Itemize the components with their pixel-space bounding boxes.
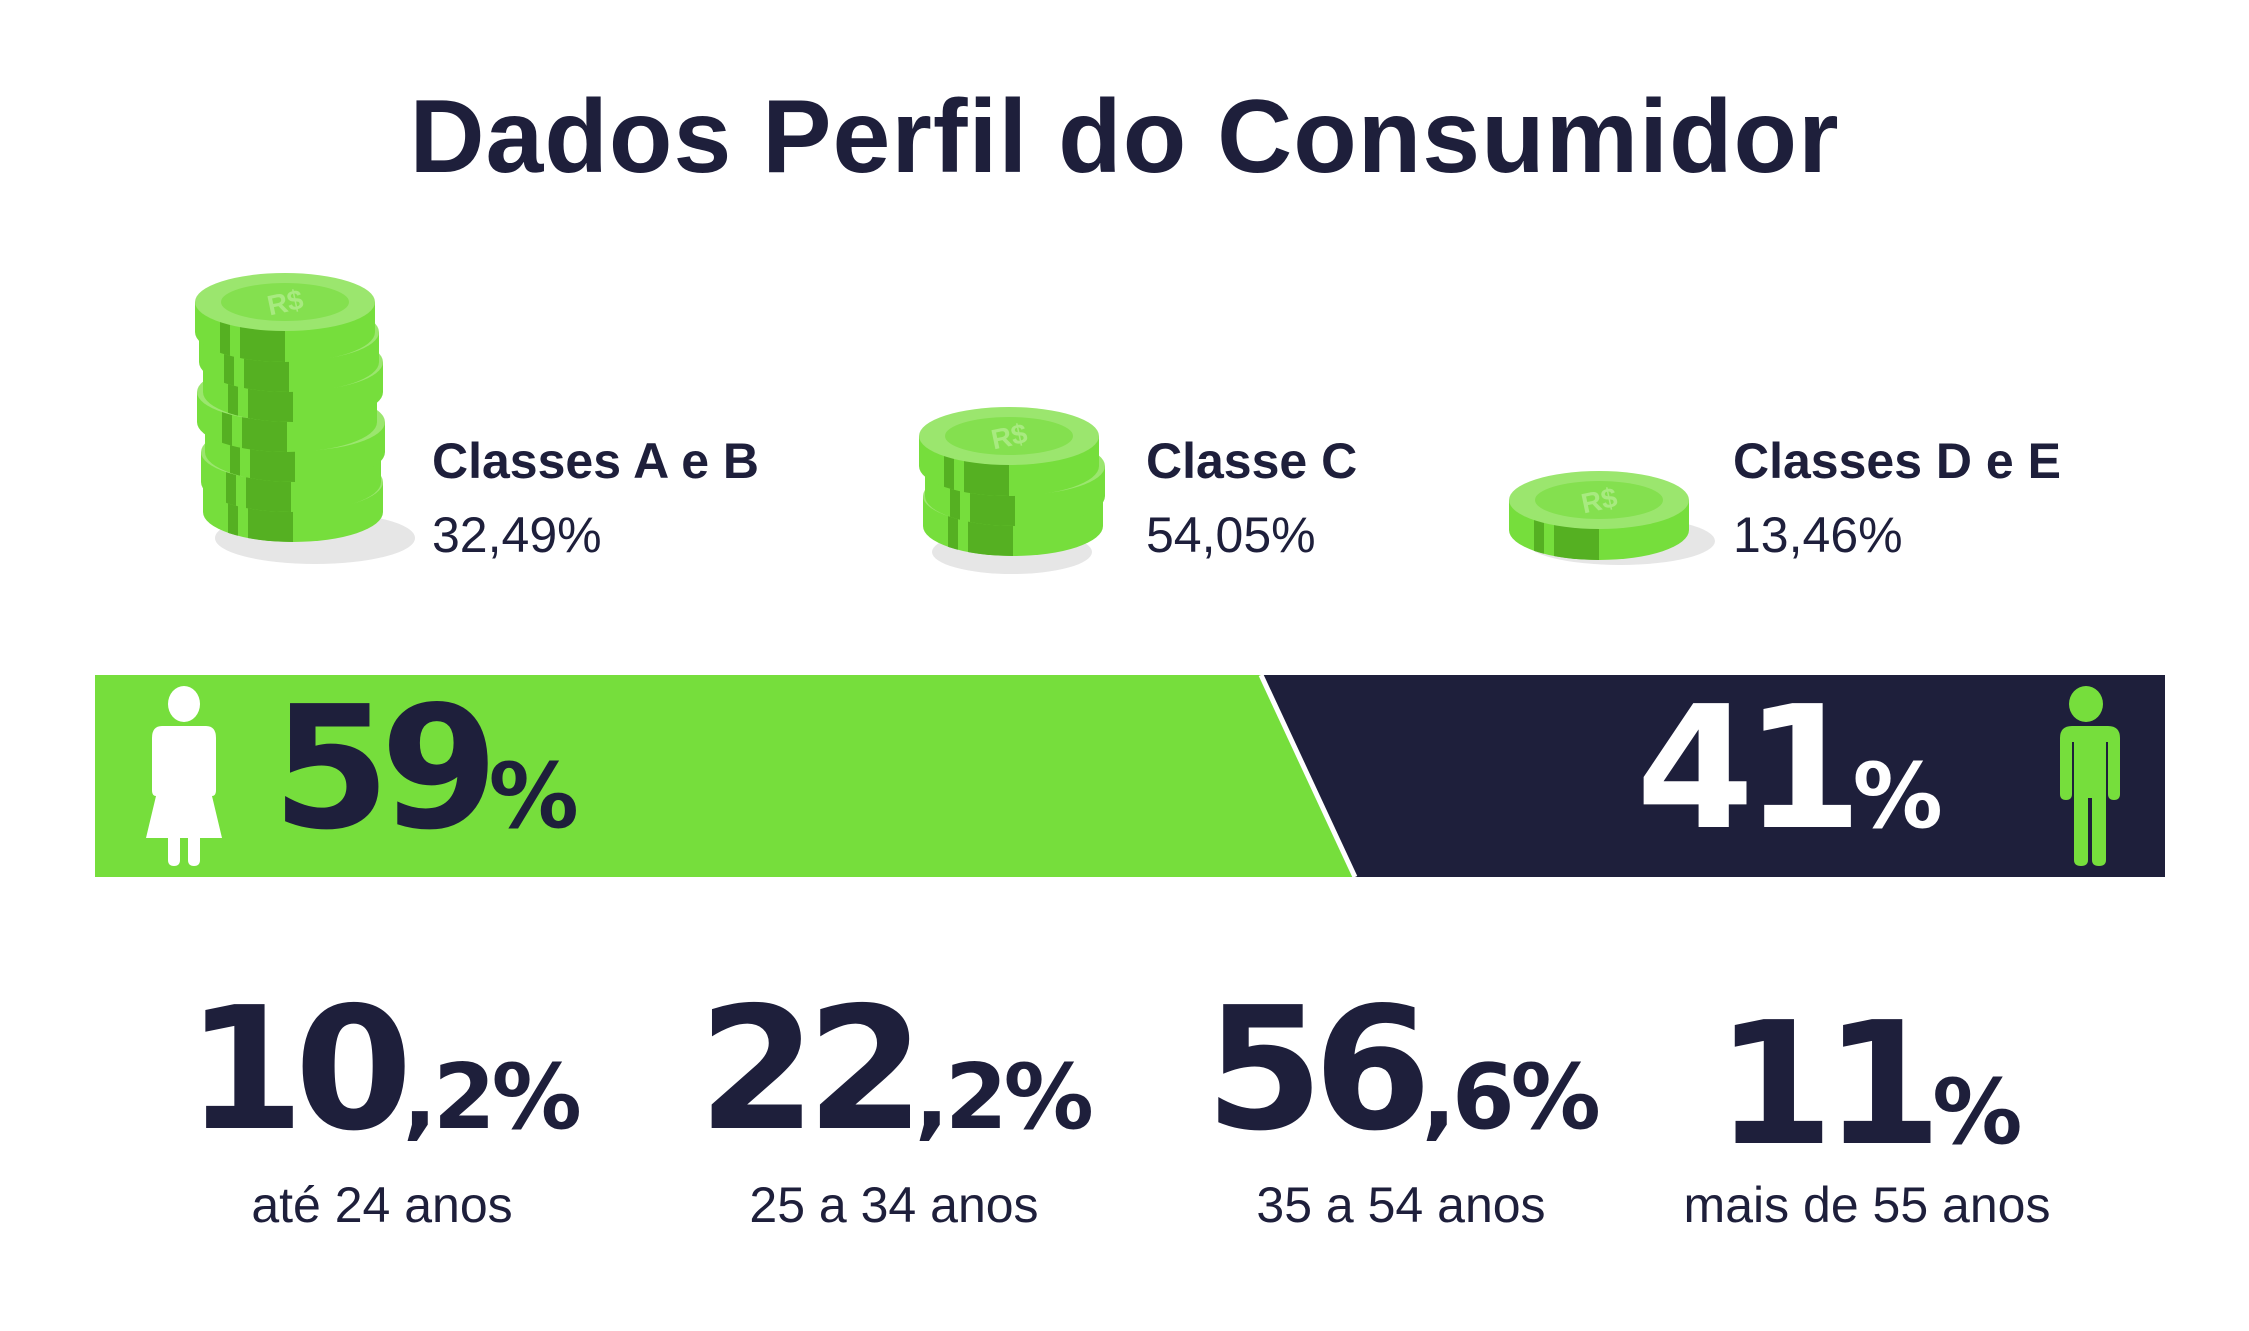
class-c-name: Classe C (1146, 433, 1358, 489)
age-group-1-label: até 24 anos (251, 1177, 513, 1233)
class-de-name: Classes D e E (1733, 433, 2061, 489)
coin-stack-icon (912, 402, 1132, 574)
age-group-2-value: 22,2% (698, 971, 1094, 1169)
page-title: Dados Perfil do Consumidor (409, 79, 1840, 195)
class-ab-percent: 32,49% (432, 507, 602, 563)
male-percent: 41% (1636, 684, 1943, 854)
male-percent-value: 41 (1636, 670, 1863, 868)
gender-bar (95, 675, 2165, 877)
female-share-bar (95, 675, 1355, 877)
female-percent-unit: % (488, 744, 579, 849)
age-group-1-value: 10,2% (186, 971, 582, 1169)
class-ab-name: Classes A e B (432, 433, 760, 489)
female-percent: 59% (272, 684, 579, 854)
class-c-percent: 54,05% (1146, 507, 1316, 563)
age-group-2-label: 25 a 34 anos (749, 1177, 1039, 1233)
age-group-3-label: 35 a 54 anos (1256, 1177, 1546, 1233)
coin-icon (1500, 466, 1715, 565)
man-icon (2060, 686, 2120, 866)
age-group-4-label: mais de 55 anos (1683, 1177, 2051, 1233)
female-percent-value: 59 (272, 670, 499, 868)
class-de-percent: 13,46% (1733, 507, 1903, 563)
male-percent-unit: % (1852, 744, 1943, 849)
woman-icon (146, 686, 222, 866)
age-group-4-value: 11% (1715, 986, 2023, 1184)
coin-stack-icon (190, 270, 415, 564)
age-group-3-value: 56,6% (1205, 971, 1601, 1169)
